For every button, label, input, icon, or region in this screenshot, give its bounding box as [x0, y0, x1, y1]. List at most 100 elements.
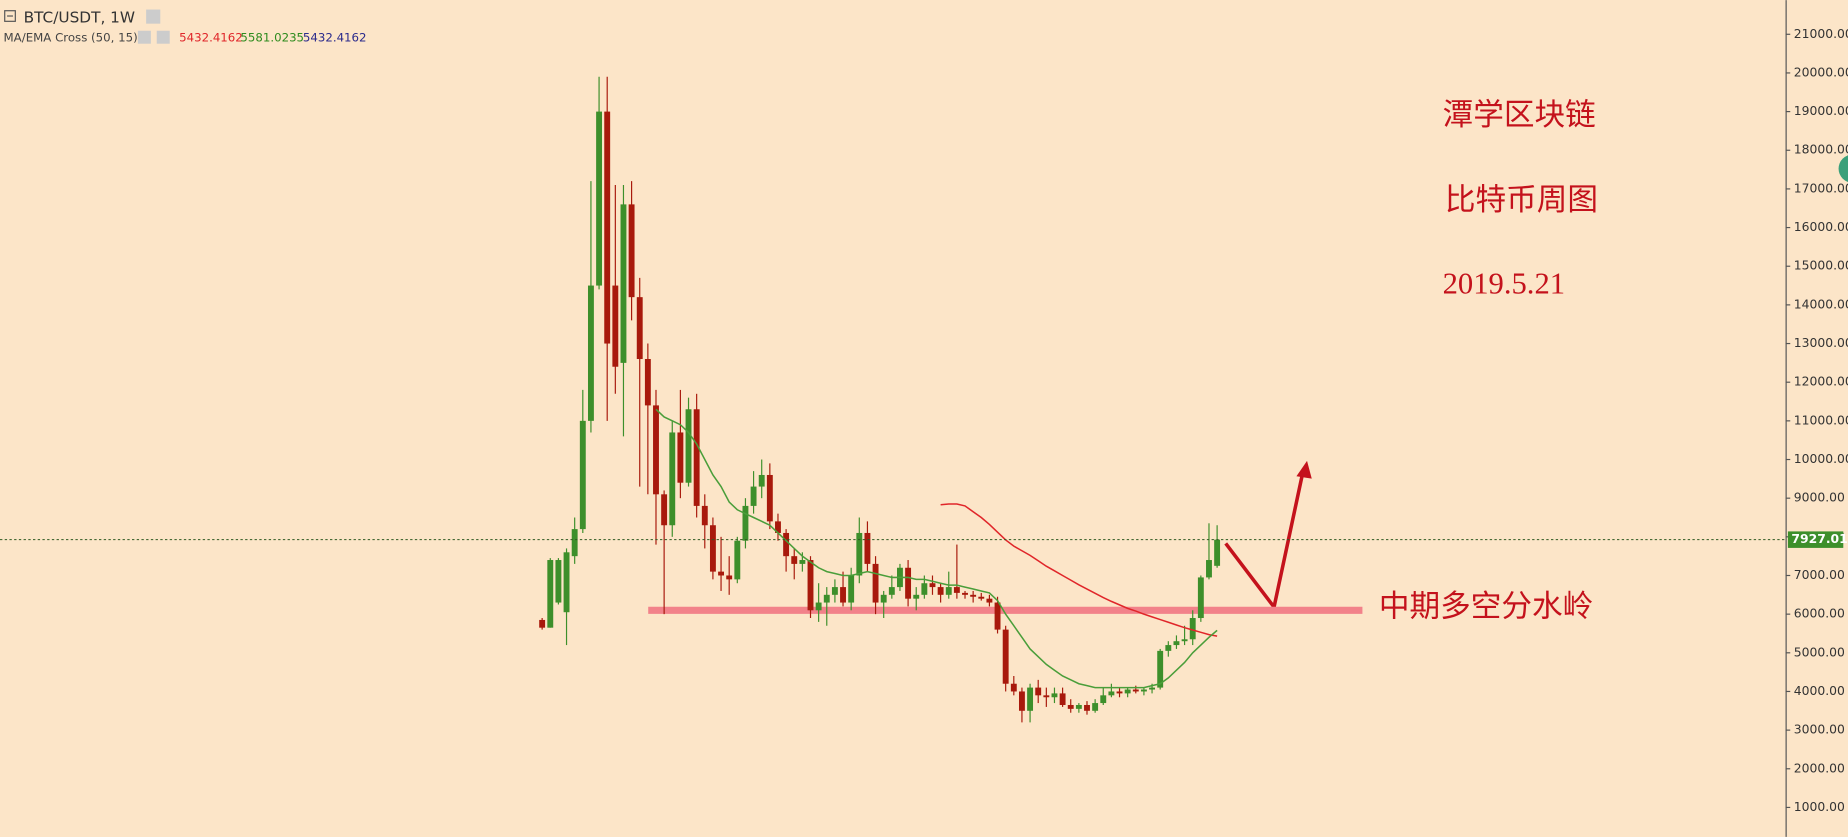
candle-body	[1189, 618, 1196, 640]
candle-body	[1027, 687, 1034, 711]
y-tick-label: 5000.00	[1794, 645, 1845, 659]
candle-body	[742, 505, 749, 541]
candle-body	[831, 587, 838, 595]
y-tick-label: 3000.00	[1794, 723, 1845, 737]
candle-body	[726, 575, 733, 580]
candle-body	[815, 602, 822, 611]
candle-body	[628, 204, 635, 298]
candle-body	[604, 111, 611, 344]
candle-body	[872, 563, 879, 603]
indicator-value: 5432.4162	[179, 30, 243, 44]
candle-body	[1132, 689, 1139, 692]
indicator-line	[655, 408, 1218, 689]
candle-body	[1108, 691, 1115, 696]
y-tick-label: 6000.00	[1794, 607, 1845, 621]
y-tick-label: 1000.00	[1794, 800, 1845, 814]
candle-body	[1173, 641, 1180, 646]
candle-body	[848, 575, 855, 603]
y-tick-label: 13000.00	[1794, 336, 1848, 350]
candle-body	[791, 556, 798, 564]
candle-body	[921, 583, 928, 595]
candle-body	[718, 571, 724, 576]
candle-body	[1214, 539, 1221, 566]
candle-body	[669, 432, 676, 526]
candle-body	[555, 560, 562, 603]
candle-body	[1035, 687, 1042, 696]
candle-body	[1075, 704, 1082, 709]
side-badge[interactable]	[1838, 155, 1848, 183]
candle-body	[661, 494, 668, 526]
y-tick-label: 21000.00	[1794, 27, 1848, 41]
candle-body	[653, 405, 659, 495]
indicator-close-icon[interactable]	[156, 30, 170, 44]
y-tick-label: 19000.00	[1794, 104, 1848, 118]
candle-body	[636, 297, 643, 360]
y-tick-label: 15000.00	[1794, 259, 1848, 273]
candle-body	[1100, 695, 1107, 704]
candle-body	[962, 592, 968, 595]
candle-body	[799, 560, 806, 564]
candle-body	[978, 596, 985, 599]
collapse-icon[interactable]	[4, 10, 16, 22]
candle-body	[709, 525, 716, 572]
candle-body	[929, 583, 936, 588]
candle-body	[775, 521, 781, 533]
candle-body	[539, 619, 546, 628]
y-tick-label: 7000.00	[1794, 568, 1845, 582]
candle-body	[1059, 693, 1066, 705]
candle-body	[807, 560, 814, 611]
indicator-line	[940, 503, 1218, 637]
y-tick-label: 11000.00	[1794, 413, 1848, 427]
y-tick-label: 16000.00	[1794, 220, 1848, 234]
candle-body	[1124, 689, 1131, 694]
candle-body	[766, 474, 773, 522]
candle-body	[579, 420, 586, 530]
indicator-value: 5432.4162	[303, 30, 367, 44]
y-tick-label: 14000.00	[1794, 297, 1848, 311]
candle-body	[970, 594, 977, 597]
candle-body	[612, 285, 619, 367]
candle-body	[840, 587, 846, 603]
candle-body	[1140, 689, 1147, 692]
annotation: 2019.5.21	[1443, 267, 1565, 301]
candle-body	[1002, 629, 1009, 684]
candle-body	[693, 409, 700, 506]
candle-body	[986, 598, 993, 603]
candle-body	[1067, 704, 1074, 709]
candle-body	[945, 587, 952, 595]
candle-body	[1010, 683, 1017, 692]
y-tick-label: 10000.00	[1794, 452, 1848, 466]
candle-body	[1197, 577, 1204, 619]
candle-body	[587, 285, 594, 421]
candle-body	[685, 409, 692, 483]
symbol-title: BTC/USDT, 1W	[24, 8, 136, 26]
candle-body	[644, 359, 651, 406]
candle-body	[823, 594, 830, 603]
arrow-head	[1296, 460, 1312, 479]
y-tick-label: 20000.00	[1794, 65, 1848, 79]
indicator-settings-icon[interactable]	[137, 30, 151, 44]
y-tick-label: 2000.00	[1794, 761, 1845, 775]
annotation: 潭学区块链	[1443, 98, 1596, 132]
indicator-value: 5581.0235	[240, 30, 304, 44]
candle-body	[1092, 703, 1099, 711]
candle-body	[864, 532, 871, 564]
candle-body	[563, 552, 570, 613]
candle-body	[913, 594, 920, 599]
candle-body	[758, 474, 765, 487]
settings-icon[interactable]	[146, 9, 161, 24]
candle-body	[1181, 639, 1188, 642]
candle-body	[701, 505, 708, 526]
candle-body	[783, 532, 790, 557]
candle-body	[571, 529, 578, 557]
candle-body	[905, 567, 912, 599]
candle-body	[1149, 687, 1155, 690]
candle-body	[953, 587, 960, 593]
y-tick-label: 17000.00	[1794, 181, 1848, 195]
last-price-box	[1787, 531, 1844, 548]
candle-body	[1018, 691, 1025, 711]
candle-body	[937, 587, 944, 595]
candle-body	[1116, 691, 1123, 694]
candle-body	[734, 540, 741, 580]
